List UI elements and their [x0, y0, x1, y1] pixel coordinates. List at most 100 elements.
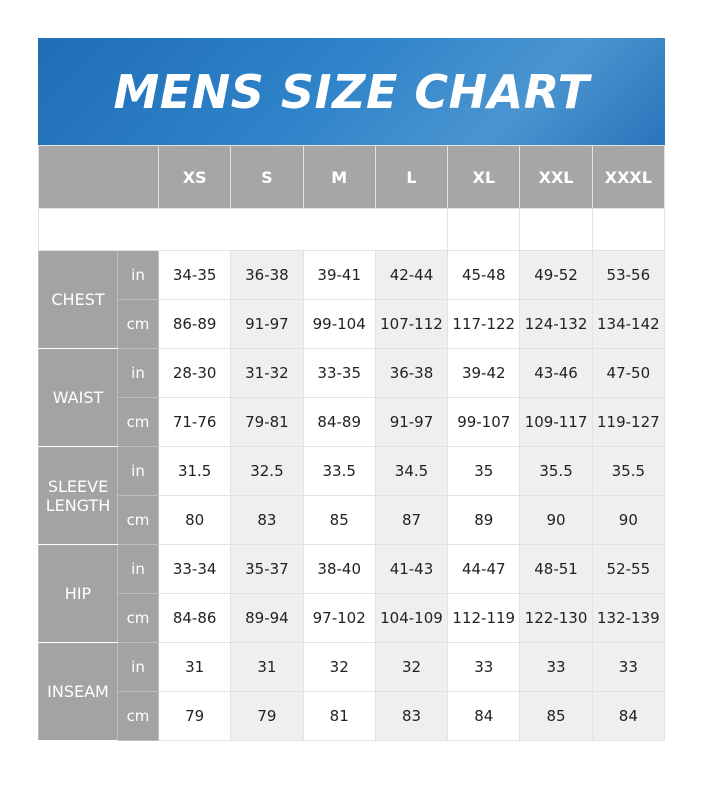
unit-label: in	[117, 544, 159, 594]
value-cell: 87	[374, 495, 449, 545]
unit-label: cm	[117, 593, 159, 643]
value-cell: 99-107	[447, 397, 521, 447]
value-cell: 33.5	[302, 446, 376, 496]
value-cell: 39-42	[447, 348, 521, 398]
value-cell: 83	[374, 691, 449, 741]
measurement-row: cm 71-76 79-81 84-89 91-97 99-107 109-117 119-1…	[39, 397, 666, 447]
value-cell: 41-43	[374, 544, 449, 594]
value-cell: 83	[230, 495, 304, 545]
spacer-cell	[591, 208, 666, 251]
value-cell: 99-104	[302, 299, 376, 349]
value-cell: 91-97	[230, 299, 304, 349]
value-cell: 119-127	[591, 397, 666, 447]
value-cell: 53-56	[591, 250, 666, 300]
spacer-cell	[38, 208, 159, 251]
measurement-row: CHEST in 34-35 36-38 39-41 42-44 45-48 49-52 53-…	[38, 250, 666, 349]
value-cell: 33	[447, 642, 521, 692]
measurement-row: INSEAM in 31 31 32 32 33 33 33	[38, 642, 666, 741]
unit-label: in	[117, 446, 159, 496]
measurement-row: cm 84-86 89-94 97-102 104-109 112-119 122-130 1…	[39, 593, 666, 643]
measurement-label: CHEST	[38, 250, 118, 349]
value-cell: 104-109	[374, 593, 449, 643]
value-cell: 35.5	[591, 446, 666, 496]
value-cell: 52-55	[591, 544, 666, 594]
unit-label: in	[117, 348, 159, 398]
value-cell: 44-47	[447, 544, 521, 594]
value-cell: 86-89	[157, 299, 232, 349]
unit-label: in	[117, 250, 159, 300]
value-cell: 43-46	[519, 348, 593, 398]
chart-title: MENS SIZE CHART	[113, 64, 590, 119]
value-cell: 36-38	[374, 348, 449, 398]
spacer-cell	[519, 208, 593, 251]
size-header-s: S	[230, 145, 304, 209]
size-header-l: L	[374, 145, 449, 209]
value-cell: 89	[447, 495, 521, 545]
value-cell: 48-51	[519, 544, 593, 594]
value-cell: 112-119	[447, 593, 521, 643]
value-cell: 45-48	[447, 250, 521, 300]
value-cell: 38-40	[302, 544, 376, 594]
spacer-cell	[158, 208, 449, 251]
value-cell: 32.5	[230, 446, 304, 496]
size-header-xxxl: XXXL	[591, 145, 666, 209]
size-header-xs: XS	[157, 145, 232, 209]
value-cell: 39-41	[302, 250, 376, 300]
value-cell: 32	[302, 642, 376, 692]
value-cell: 47-50	[591, 348, 666, 398]
value-cell: 28-30	[157, 348, 232, 398]
value-cell: 31	[157, 642, 232, 692]
value-cell: 35.5	[519, 446, 593, 496]
size-table: XS S M L XL XXL XXXL CHEST in 34-35 36-38 39-41 42-…	[38, 145, 666, 741]
value-cell: 85	[302, 495, 376, 545]
measurement-label: WAIST	[38, 348, 118, 447]
value-cell: 84	[591, 691, 666, 741]
value-cell: 31.5	[157, 446, 232, 496]
value-cell: 85	[519, 691, 593, 741]
measurement-row: cm 79 79 81 83 84 85 84	[39, 691, 666, 741]
value-cell: 49-52	[519, 250, 593, 300]
value-cell: 90	[519, 495, 593, 545]
measurement-row: cm 80 83 85 87 89 90 90	[39, 495, 666, 545]
value-cell: 42-44	[374, 250, 449, 300]
value-cell: 107-112	[374, 299, 449, 349]
value-cell: 79-81	[230, 397, 304, 447]
measurement-label: INSEAM	[38, 642, 118, 741]
value-cell: 84	[447, 691, 521, 741]
measurement-row: SLEEVE LENGTH in 31.5 32.5 33.5 34.5 35 35.5 35.…	[38, 446, 666, 545]
value-cell: 84-89	[302, 397, 376, 447]
measurement-label: SLEEVE LENGTH	[38, 446, 118, 545]
measurement-row: HIP in 33-34 35-37 38-40 41-43 44-47 48-51 52-55	[38, 544, 666, 643]
value-cell: 117-122	[447, 299, 521, 349]
size-header-xxl: XXL	[519, 145, 593, 209]
measurement-row: cm 86-89 91-97 99-104 107-112 117-122 124-132 1…	[39, 299, 666, 349]
value-cell: 134-142	[591, 299, 666, 349]
value-cell: 132-139	[591, 593, 666, 643]
value-cell: 109-117	[519, 397, 593, 447]
value-cell: 71-76	[157, 397, 232, 447]
spacer-cell	[447, 208, 521, 251]
size-chart: MENS SIZE CHART XS S M L XL XXL XXXL CHEST in 34…	[38, 38, 666, 741]
value-cell: 33-34	[157, 544, 232, 594]
value-cell: 90	[591, 495, 666, 545]
size-header-xl: XL	[447, 145, 521, 209]
value-cell: 35	[447, 446, 521, 496]
unit-label: cm	[117, 691, 159, 741]
value-cell: 31	[230, 642, 304, 692]
size-header-row: XS S M L XL XXL XXXL	[38, 145, 666, 209]
value-cell: 33	[519, 642, 593, 692]
value-cell: 34-35	[157, 250, 232, 300]
value-cell: 35-37	[230, 544, 304, 594]
unit-label: in	[117, 642, 159, 692]
measurement-row: WAIST in 28-30 31-32 33-35 36-38 39-42 43-46 47-…	[38, 348, 666, 447]
unit-label: cm	[117, 397, 159, 447]
title-banner: MENS SIZE CHART	[38, 38, 665, 145]
value-cell: 32	[374, 642, 449, 692]
value-cell: 81	[302, 691, 376, 741]
size-header-m: M	[302, 145, 376, 209]
value-cell: 89-94	[230, 593, 304, 643]
measurement-label: HIP	[38, 544, 118, 643]
unit-label: cm	[117, 299, 159, 349]
value-cell: 33	[591, 642, 666, 692]
value-cell: 36-38	[230, 250, 304, 300]
